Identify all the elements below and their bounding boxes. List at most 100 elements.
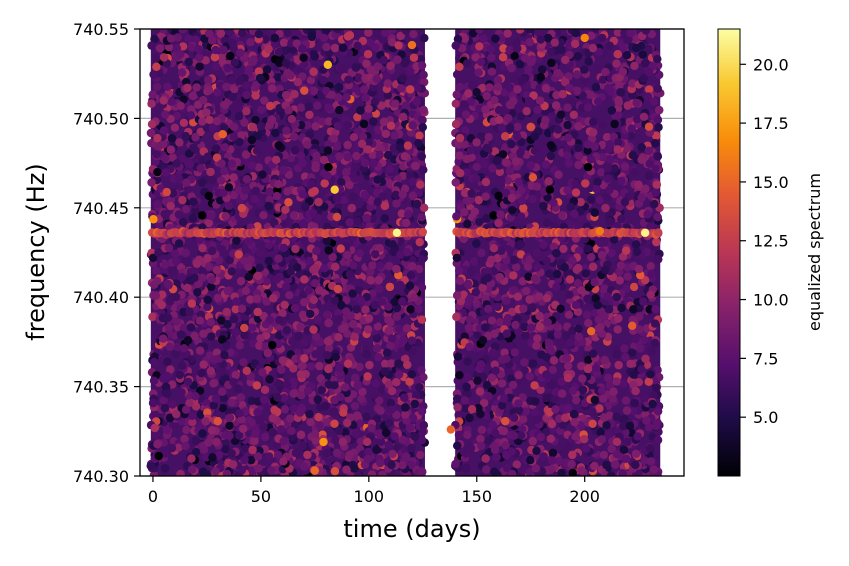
noise-point xyxy=(387,460,396,470)
noise-point xyxy=(229,132,238,141)
noise-point xyxy=(381,359,390,368)
noise-point xyxy=(400,59,409,68)
noise-point xyxy=(166,365,175,374)
noise-point xyxy=(181,441,190,451)
noise-point xyxy=(288,45,297,54)
noise-point xyxy=(296,370,306,379)
noise-point xyxy=(184,57,193,67)
noise-point xyxy=(405,67,415,77)
noise-point xyxy=(209,355,219,364)
noise-point xyxy=(355,278,364,287)
noise-point xyxy=(213,294,222,303)
noise-point xyxy=(335,105,344,115)
noise-point xyxy=(252,80,261,90)
noise-point xyxy=(324,380,334,389)
noise-point xyxy=(384,440,393,450)
noise-point xyxy=(205,115,214,125)
noise-point xyxy=(341,168,351,177)
noise-point xyxy=(303,450,312,460)
noise-point xyxy=(299,53,308,62)
noise-point xyxy=(364,29,373,37)
noise-point xyxy=(264,452,274,461)
noise-point xyxy=(403,141,413,150)
noise-point xyxy=(254,464,263,473)
noise-point xyxy=(330,43,340,53)
noise-point xyxy=(198,267,207,276)
noise-point xyxy=(300,462,309,471)
noise-point xyxy=(159,334,168,343)
noise-point xyxy=(183,336,193,345)
noise-point xyxy=(211,394,221,403)
noise-point xyxy=(240,455,249,465)
noise-point xyxy=(386,398,396,408)
noise-point xyxy=(385,261,394,271)
noise-point xyxy=(151,291,161,300)
noise-point xyxy=(154,451,163,461)
noise-point xyxy=(256,121,266,131)
noise-point xyxy=(251,186,261,195)
noise-point xyxy=(272,191,282,201)
noise-point xyxy=(390,131,399,140)
noise-point xyxy=(216,196,225,205)
noise-point xyxy=(350,401,360,411)
noise-point xyxy=(223,63,232,73)
noise-point xyxy=(207,426,217,435)
noise-point xyxy=(290,90,299,99)
noise-point xyxy=(278,356,287,365)
noise-point xyxy=(307,32,317,42)
noise-point xyxy=(398,435,407,444)
noise-point xyxy=(415,238,424,247)
noise-point xyxy=(376,437,386,446)
noise-point xyxy=(172,111,182,121)
noise-point xyxy=(258,170,267,179)
noise-point xyxy=(387,386,397,396)
noise-point xyxy=(147,178,156,187)
noise-point xyxy=(182,425,191,435)
noise-point xyxy=(370,300,380,310)
noise-point xyxy=(159,96,168,105)
noise-point xyxy=(398,461,407,470)
noise-point xyxy=(289,211,299,220)
noise-point xyxy=(410,432,420,441)
noise-point xyxy=(238,29,247,38)
noise-point xyxy=(208,246,217,255)
noise-point xyxy=(218,404,228,413)
noise-point xyxy=(224,183,234,192)
noise-point xyxy=(363,325,373,334)
noise-point xyxy=(315,361,324,371)
noise-point xyxy=(330,407,339,416)
noise-point xyxy=(383,348,392,357)
noise-point xyxy=(406,85,415,94)
noise-point xyxy=(311,350,320,359)
noise-point xyxy=(207,175,217,185)
noise-point xyxy=(172,317,181,326)
noise-point xyxy=(408,262,417,271)
noise-point xyxy=(170,123,180,132)
noise-point xyxy=(236,277,246,286)
noise-point xyxy=(231,305,240,314)
noise-point xyxy=(313,101,322,110)
noise-point xyxy=(221,212,230,221)
noise-point xyxy=(284,198,293,207)
noise-point xyxy=(394,324,404,333)
noise-point xyxy=(338,43,348,53)
noise-point xyxy=(298,159,307,168)
noise-point xyxy=(238,424,248,433)
noise-point xyxy=(220,143,230,152)
noise-point xyxy=(339,408,348,417)
noise-point xyxy=(171,349,180,359)
noise-point xyxy=(333,308,343,318)
noise-point xyxy=(386,61,395,70)
noise-point xyxy=(165,342,174,351)
noise-point xyxy=(263,348,272,358)
noise-point xyxy=(360,85,369,94)
noise-point xyxy=(180,434,189,444)
noise-point xyxy=(396,31,405,41)
noise-point xyxy=(163,389,172,399)
noise-point xyxy=(372,344,382,353)
noise-point xyxy=(261,432,270,442)
noise-point xyxy=(324,364,333,374)
noise-point xyxy=(255,248,265,258)
noise-point xyxy=(362,213,371,223)
noise-point xyxy=(409,293,419,302)
